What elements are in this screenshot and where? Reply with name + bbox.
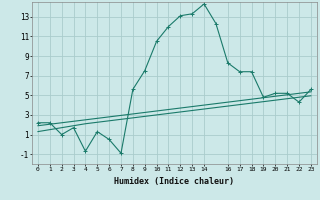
X-axis label: Humidex (Indice chaleur): Humidex (Indice chaleur) [115, 177, 234, 186]
